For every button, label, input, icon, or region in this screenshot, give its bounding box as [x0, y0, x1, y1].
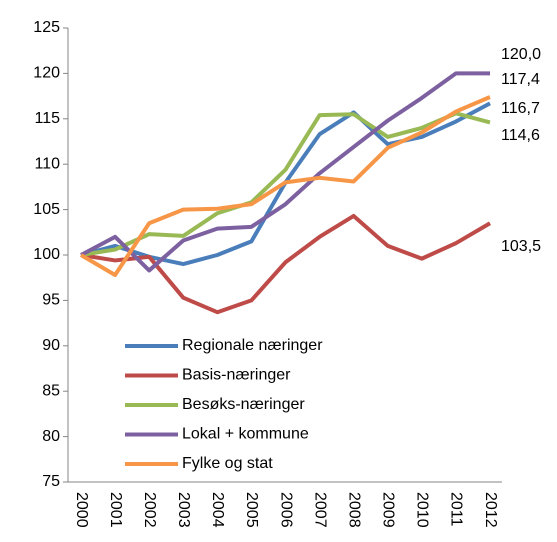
legend-label: Fylke og stat	[182, 455, 273, 472]
value-label: 103,5	[501, 238, 541, 255]
x-tick-label: 2006	[277, 492, 294, 528]
series-line	[80, 213, 492, 315]
x-tick-label: 2007	[311, 492, 328, 528]
y-tick-label: 120	[33, 65, 60, 82]
y-tick-label: 105	[33, 201, 60, 218]
y-tick-label: 90	[42, 337, 60, 354]
legend-label: Besøks-næringer	[182, 396, 305, 413]
legend-label: Lokal + kommune	[182, 426, 309, 443]
series-line	[80, 111, 491, 257]
y-tick-label: 100	[33, 246, 60, 263]
y-tick-label: 115	[34, 110, 60, 127]
x-tick-label: 2001	[107, 492, 124, 528]
legend-label: Regionale næringer	[182, 337, 323, 354]
value-label: 117,4	[501, 71, 540, 88]
x-tick-label: 2005	[243, 492, 260, 528]
x-tick-label: 2011	[448, 492, 465, 527]
x-tick-label: 2003	[175, 492, 192, 528]
y-tick-label: 80	[42, 428, 60, 445]
x-tick-label: 2000	[73, 492, 90, 528]
y-tick-label: 85	[42, 382, 60, 399]
series-line	[80, 71, 490, 273]
y-tick-label: 75	[42, 473, 60, 490]
value-label: 116,7	[501, 100, 540, 117]
legend-label: Basis-næringer	[182, 367, 291, 384]
value-label: 120,0	[501, 46, 541, 63]
x-tick-label: 2008	[345, 492, 362, 528]
x-tick-label: 2012	[482, 492, 499, 528]
series-line	[79, 95, 491, 277]
y-tick-label: 95	[42, 292, 60, 309]
x-tick-label: 2009	[380, 492, 397, 528]
x-tick-label: 2004	[209, 492, 226, 528]
y-tick-label: 110	[34, 155, 60, 172]
value-label: 114,6	[501, 127, 540, 144]
x-tick-label: 2010	[414, 492, 431, 528]
y-tick-label: 125	[33, 19, 60, 36]
x-tick-label: 2002	[141, 492, 158, 528]
